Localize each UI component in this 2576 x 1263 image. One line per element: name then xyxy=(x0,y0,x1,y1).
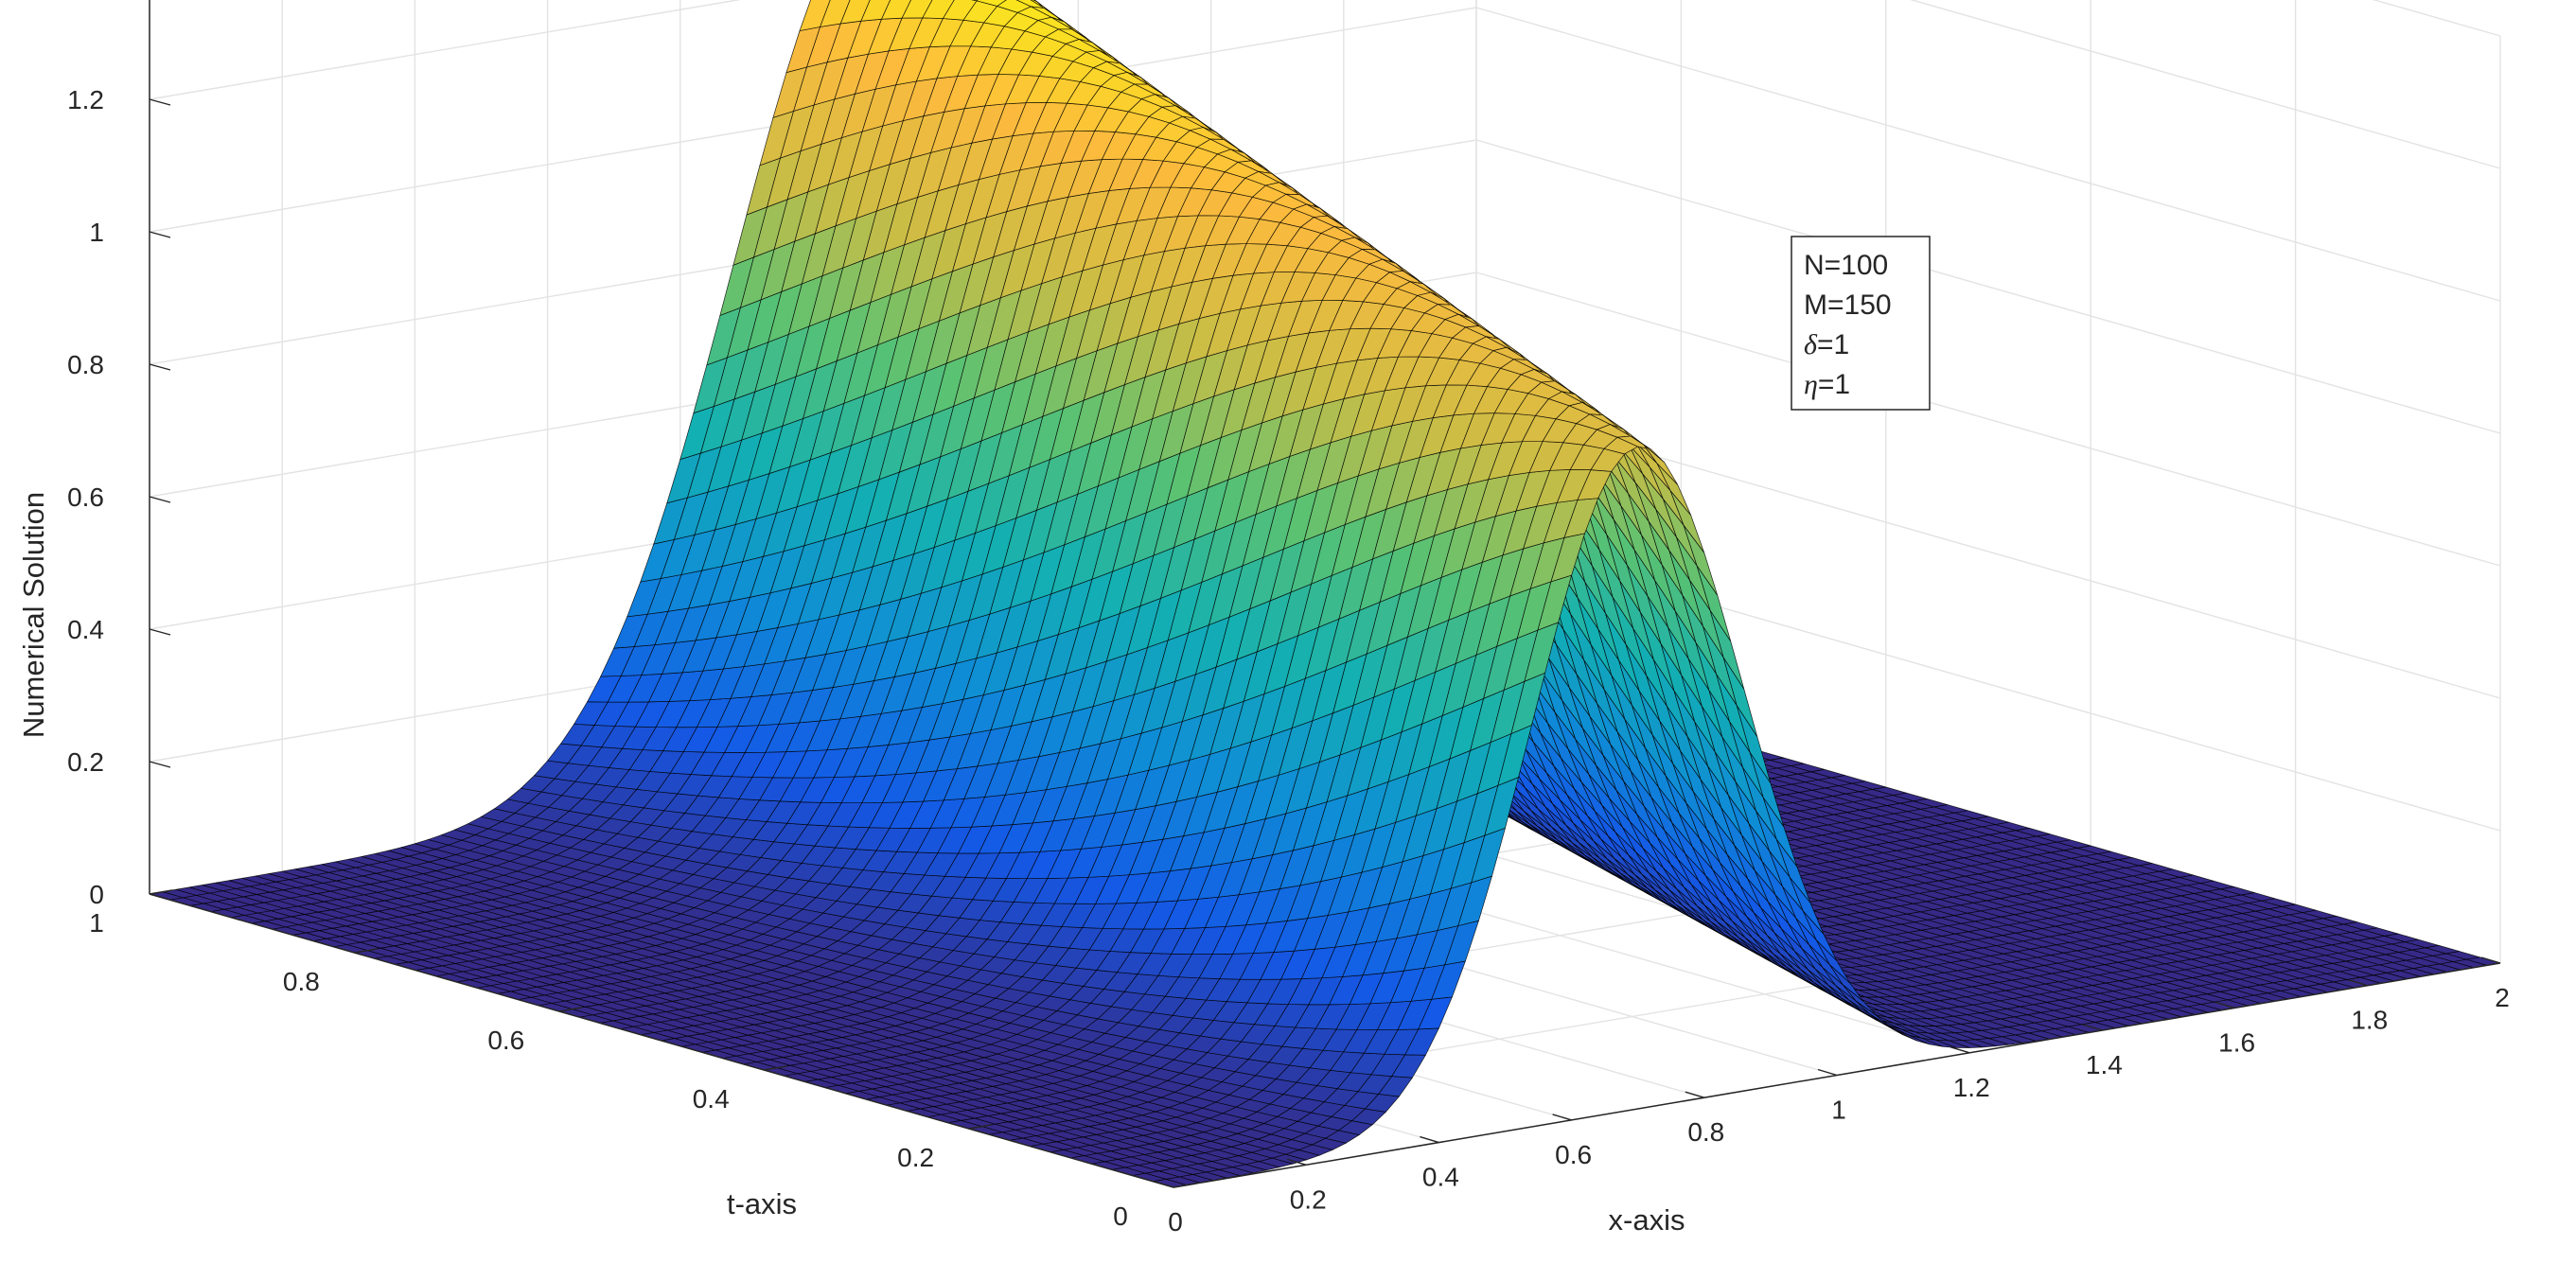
grid-line-wall-z xyxy=(1475,7,2501,302)
surface-patch xyxy=(971,0,979,2)
surface-mesh xyxy=(149,0,2501,1188)
grid-line-wall-z xyxy=(1475,272,2501,567)
grid-line-wall-z xyxy=(1475,139,2501,434)
grid-line-wall-z xyxy=(149,0,742,100)
grid-line-wall-z xyxy=(1910,0,2501,169)
